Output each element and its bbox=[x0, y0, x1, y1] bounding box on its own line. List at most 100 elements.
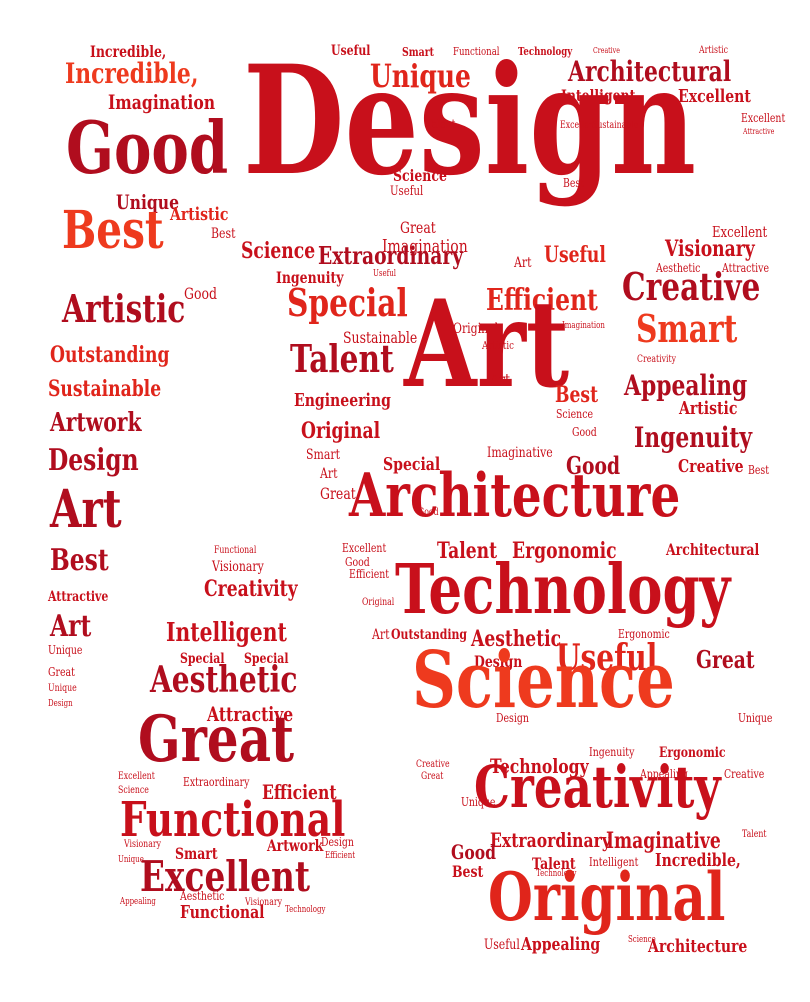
word-sustainable: Sustainable bbox=[48, 376, 162, 402]
word-technology: Technology bbox=[536, 869, 577, 879]
word-artistic: Artistic bbox=[679, 398, 738, 419]
word-unique: Unique bbox=[48, 683, 77, 694]
word-useful: Useful bbox=[373, 269, 397, 279]
word-smart: Smart bbox=[175, 844, 218, 863]
word-excellent: Excellent bbox=[118, 771, 155, 782]
word-sustainable: Sustainable bbox=[592, 120, 639, 131]
word-visionary: Visionary bbox=[245, 897, 283, 908]
word-excellent: Excellent bbox=[712, 223, 768, 241]
word-special: Special bbox=[287, 280, 408, 325]
word-excellent: Excellent bbox=[741, 111, 786, 125]
word-imagination: Imagination bbox=[382, 236, 468, 257]
word-efficient: Efficient bbox=[349, 567, 390, 581]
word-useful: Useful bbox=[544, 242, 606, 268]
word-science: Science bbox=[412, 635, 675, 726]
word-original: Original bbox=[453, 321, 499, 337]
word-art: Art bbox=[372, 627, 390, 643]
word-ingenuity: Ingenuity bbox=[634, 421, 753, 454]
word-special: Special bbox=[180, 651, 225, 667]
word-extraordinary: Extraordinary bbox=[318, 241, 464, 270]
word-efficient: Efficient bbox=[486, 283, 598, 318]
word-design: Design bbox=[48, 699, 73, 709]
word-unique: Unique bbox=[118, 855, 144, 865]
word-architecture: Architecture bbox=[349, 461, 681, 531]
word-functional: Functional bbox=[453, 45, 500, 58]
word-ingenuity: Ingenuity bbox=[276, 268, 344, 287]
word-great: Great bbox=[48, 665, 75, 679]
word-artwork: Artwork bbox=[50, 408, 142, 438]
word-art: Art bbox=[490, 370, 510, 389]
word-good: Good bbox=[566, 451, 621, 480]
word-architectural: Architectural bbox=[666, 540, 760, 559]
word-useful: Useful bbox=[556, 637, 658, 679]
word-best: Best bbox=[555, 382, 599, 408]
word-excellent: Excellent bbox=[678, 86, 751, 107]
word-aesthetic: Aesthetic bbox=[180, 889, 225, 903]
word-aesthetic: Aesthetic bbox=[471, 626, 562, 652]
word-attractive: Attractive bbox=[207, 702, 294, 726]
word-creative: Creative bbox=[678, 456, 744, 477]
word-art: Art bbox=[50, 479, 122, 540]
word-great: Great bbox=[400, 218, 436, 237]
word-creativity: Creativity bbox=[637, 354, 677, 365]
word-artistic: Artistic bbox=[699, 45, 728, 56]
word-excellent: Excellent bbox=[560, 120, 597, 131]
word-talent: Talent bbox=[532, 854, 576, 873]
word-science: Science bbox=[393, 166, 447, 185]
word-intelligent: Intelligent bbox=[166, 618, 287, 648]
word-appealing: Appealing bbox=[640, 767, 688, 781]
word-talent: Talent bbox=[290, 336, 394, 381]
word-science: Science bbox=[628, 935, 656, 945]
word-great: Great bbox=[421, 771, 444, 782]
word-aesthetic: Aesthetic bbox=[150, 659, 298, 701]
word-appealing: Appealing bbox=[120, 897, 156, 907]
word-talent: Talent bbox=[742, 829, 767, 840]
word-best: Best bbox=[211, 226, 236, 242]
word-good: Good bbox=[184, 284, 217, 303]
word-incredible: Incredible, bbox=[90, 42, 167, 61]
word-imaginative: Imaginative bbox=[487, 445, 553, 461]
word-unique: Unique bbox=[116, 190, 180, 214]
word-visionary: Visionary bbox=[212, 559, 264, 575]
word-original: Original bbox=[488, 858, 726, 936]
word-best: Best bbox=[748, 463, 769, 477]
word-creative: Creative bbox=[724, 767, 765, 781]
word-imagination: Imagination bbox=[562, 321, 605, 331]
word-art: Art bbox=[320, 466, 338, 482]
word-good: Good bbox=[572, 425, 597, 439]
word-great: Great bbox=[320, 484, 356, 503]
word-art: Art bbox=[514, 255, 532, 271]
word-unique: Unique bbox=[370, 57, 471, 95]
word-attractive: Attractive bbox=[722, 261, 770, 275]
word-appealing: Appealing bbox=[624, 369, 748, 402]
word-engineering: Engineering bbox=[294, 390, 391, 411]
word-unique: Unique bbox=[48, 643, 83, 657]
word-design: Design bbox=[48, 443, 139, 478]
word-science: Science bbox=[118, 785, 149, 796]
word-intelligent: Intelligent bbox=[589, 855, 639, 869]
word-best: Best bbox=[563, 176, 584, 190]
word-useful: Useful bbox=[390, 184, 424, 199]
word-attractive: Attractive bbox=[48, 589, 109, 605]
word-unique: Unique bbox=[461, 795, 496, 809]
word-special: Special bbox=[383, 454, 441, 475]
word-art: Art bbox=[404, 274, 570, 415]
word-intelligent: Intelligent bbox=[561, 86, 636, 105]
word-original: Original bbox=[301, 418, 381, 444]
word-appealing: Appealing bbox=[521, 934, 601, 955]
word-talent: Talent bbox=[426, 117, 456, 131]
word-art: Art bbox=[50, 609, 92, 644]
word-extraordinary: Extraordinary bbox=[490, 828, 611, 852]
word-outstanding: Outstanding bbox=[50, 342, 170, 368]
word-creativity: Creativity bbox=[204, 576, 298, 602]
word-imagination: Imagination bbox=[108, 90, 216, 114]
word-technology: Technology bbox=[490, 754, 589, 778]
word-visionary: Visionary bbox=[665, 236, 755, 262]
word-incredible: Incredible, bbox=[655, 850, 741, 871]
word-artwork: Artwork bbox=[267, 836, 324, 855]
word-functional: Functional bbox=[120, 792, 346, 848]
word-ergonomic: Ergonomic bbox=[512, 538, 617, 564]
word-efficient: Efficient bbox=[325, 851, 356, 861]
word-design: Design bbox=[496, 711, 529, 725]
word-useful: Useful bbox=[484, 937, 520, 953]
